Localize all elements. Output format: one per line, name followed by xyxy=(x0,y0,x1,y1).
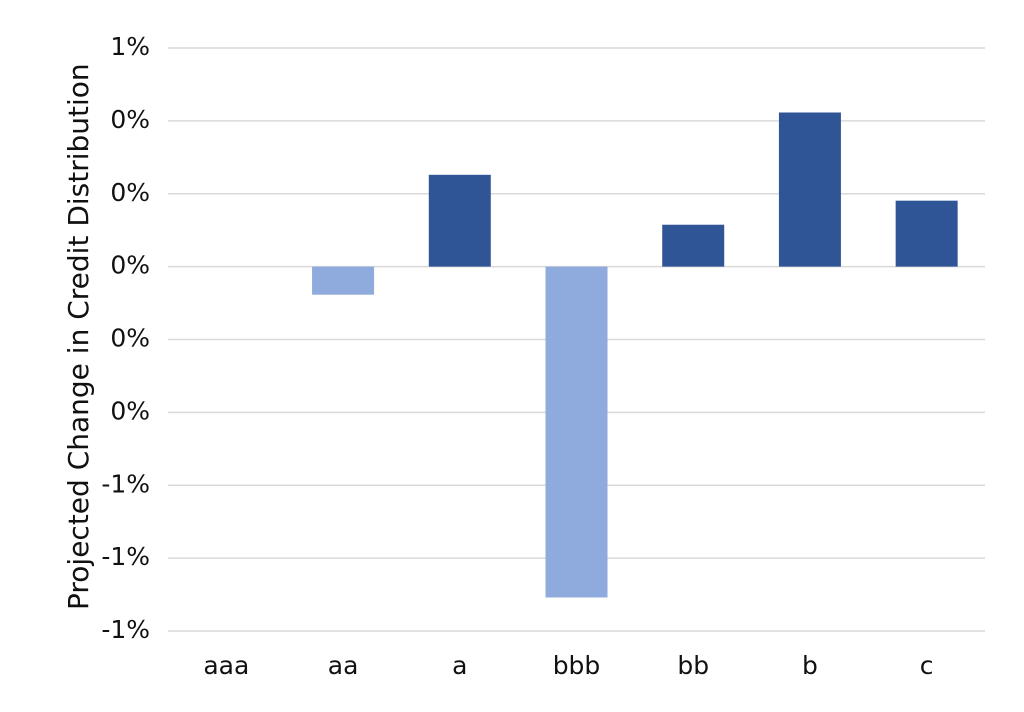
y-tick-label: 0% xyxy=(110,105,150,134)
x-tick-label: c xyxy=(920,651,934,680)
x-tick-label: a xyxy=(452,651,467,680)
x-tick-label: bbb xyxy=(553,651,601,680)
bar xyxy=(662,224,725,267)
y-tick-label: 0% xyxy=(110,251,150,280)
bar xyxy=(312,266,375,295)
y-tick-label: 0% xyxy=(110,396,150,425)
y-tick-label: -1% xyxy=(101,615,150,644)
x-tick-label: b xyxy=(802,651,818,680)
y-axis-label: Projected Change in Credit Distribution xyxy=(62,63,95,610)
x-tick-label: bb xyxy=(677,651,709,680)
y-tick-label: -1% xyxy=(101,469,150,498)
y-tick-label: 0% xyxy=(110,178,150,207)
bar xyxy=(778,112,841,267)
bar xyxy=(545,266,608,598)
y-tick-label: -1% xyxy=(101,542,150,571)
bar xyxy=(428,174,491,267)
y-tick-label: 0% xyxy=(110,324,150,353)
x-tick-label: aaa xyxy=(203,651,249,680)
y-tick-label: 1% xyxy=(110,32,150,61)
x-tick-label: aa xyxy=(328,651,359,680)
bar xyxy=(895,200,958,267)
